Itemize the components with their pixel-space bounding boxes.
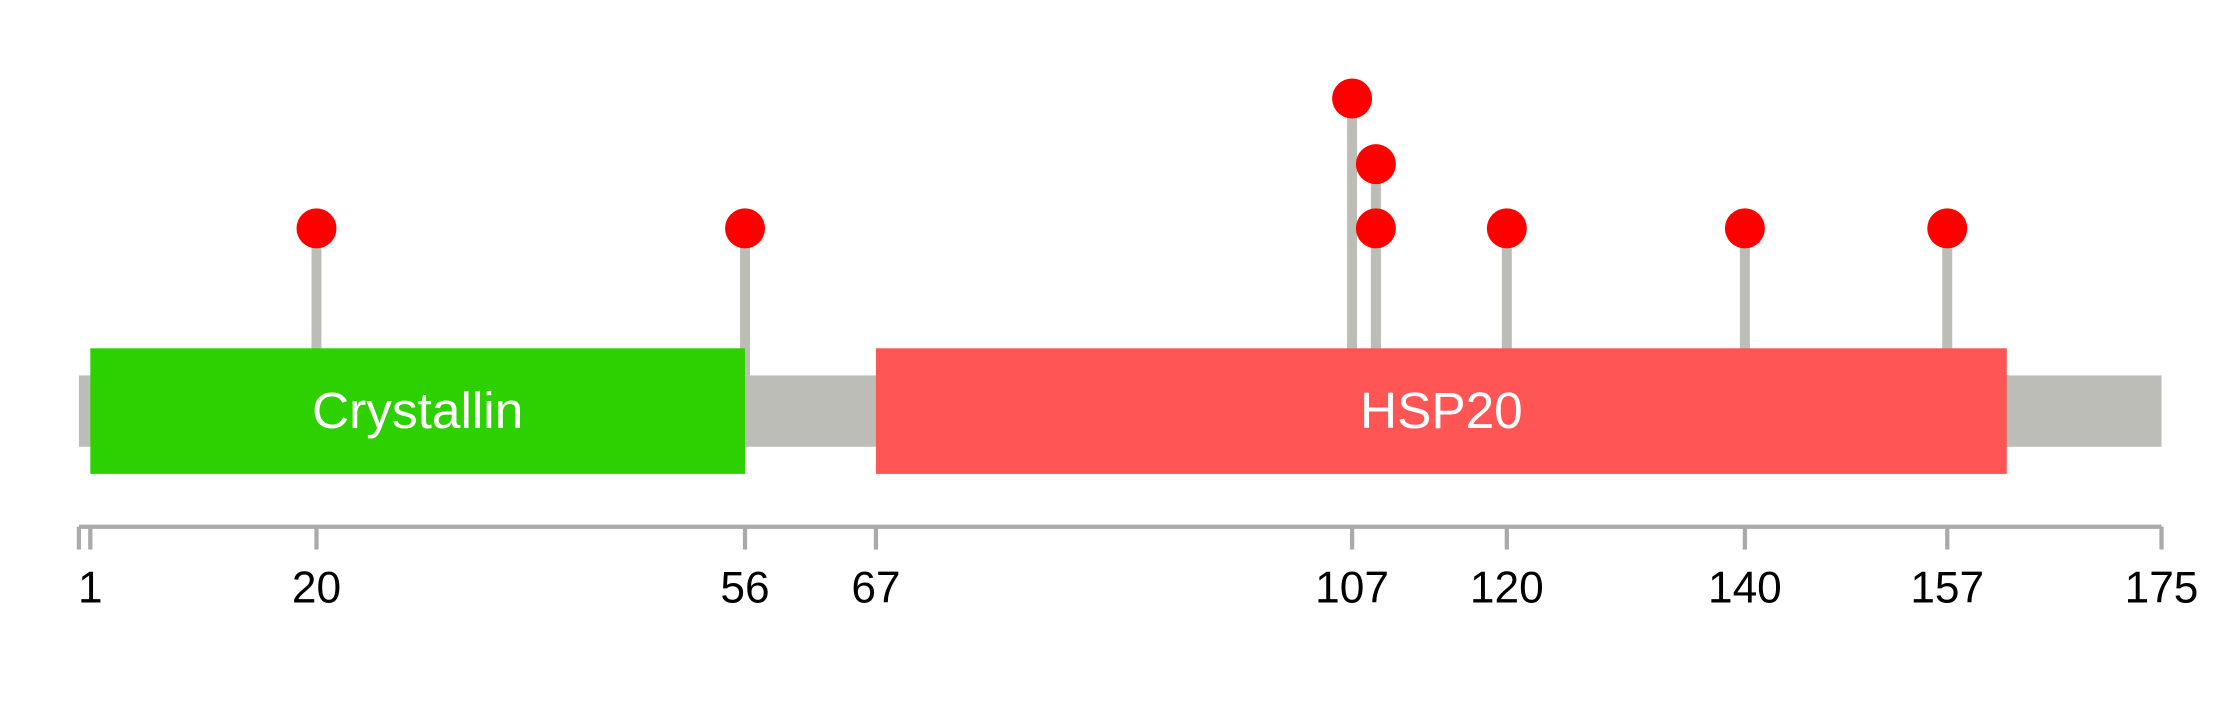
mutation-marker[interactable] [725,208,765,249]
axis-tick-label: 107 [1315,563,1389,612]
mutation-marker[interactable] [1332,78,1373,119]
mutation-markers [296,78,1968,249]
axis-tick-label: 120 [1470,563,1544,612]
domain-label: HSP20 [1360,381,1523,439]
axis-tick-label: 1 [78,563,103,612]
domains: Crystallin HSP20 [90,348,2007,474]
mutation-stems [311,98,1953,376]
axis-tick-label: 175 [2125,563,2199,612]
mutation-marker[interactable] [296,208,337,249]
domain-crystallin [90,348,746,474]
position-axis: 1 20 56 67 107 120 140 157 175 [76,524,2199,612]
domain-hsp20 [875,348,2007,474]
axis-tick-label: 56 [720,563,769,612]
mutation-marker[interactable] [1486,208,1527,249]
axis-tick-label: 20 [292,563,341,612]
mutation-marker[interactable] [1927,208,1968,249]
mutation-marker[interactable] [1724,208,1765,249]
mutation-marker[interactable] [1355,144,1396,185]
axis-tick-label: 140 [1708,563,1782,612]
domain-label: Crystallin [312,381,523,439]
axis-tick-label: 157 [1910,563,1984,612]
axis-tick-label: 67 [851,563,900,612]
mutation-marker[interactable] [1355,208,1396,249]
